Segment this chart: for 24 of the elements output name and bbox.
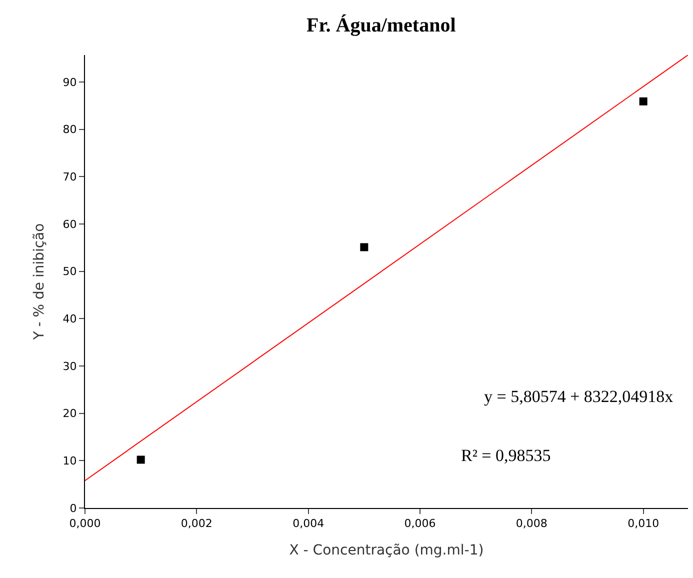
x-tick-label: 0,008 — [516, 517, 548, 530]
y-axis-title: Y - % de inibição — [31, 223, 48, 341]
y-tick-label: 80 — [62, 123, 77, 136]
y-tick-label: 50 — [62, 265, 77, 278]
point — [136, 456, 145, 464]
x-tick-label: 0,002 — [180, 517, 212, 530]
x-axis-title: X - Concentração (mg.ml-1) — [289, 542, 484, 558]
x-tick-label: 0,004 — [292, 517, 324, 530]
x-tick-label: 0,000 — [69, 517, 101, 530]
y-tick-label: 40 — [62, 312, 77, 326]
point — [639, 97, 648, 106]
y-tick-label: 20 — [62, 407, 77, 420]
y-tick-label: 0 — [70, 502, 77, 515]
chart-title: Fr. Água/metanol — [306, 13, 456, 36]
y-tick-label: 70 — [62, 170, 77, 184]
y-tick-label: 90 — [62, 76, 77, 89]
x-tick-label: 0,006 — [404, 517, 436, 530]
x-tick-label: 0,010 — [628, 517, 660, 530]
annotation: R² = 0,98535 — [461, 446, 551, 465]
y-tick-label: 60 — [62, 218, 77, 231]
annotation: y = 5,80574 + 8322,04918x — [484, 387, 674, 406]
point — [360, 243, 368, 252]
y-tick-label: 10 — [62, 454, 77, 468]
y-tick-label: 30 — [62, 360, 77, 373]
